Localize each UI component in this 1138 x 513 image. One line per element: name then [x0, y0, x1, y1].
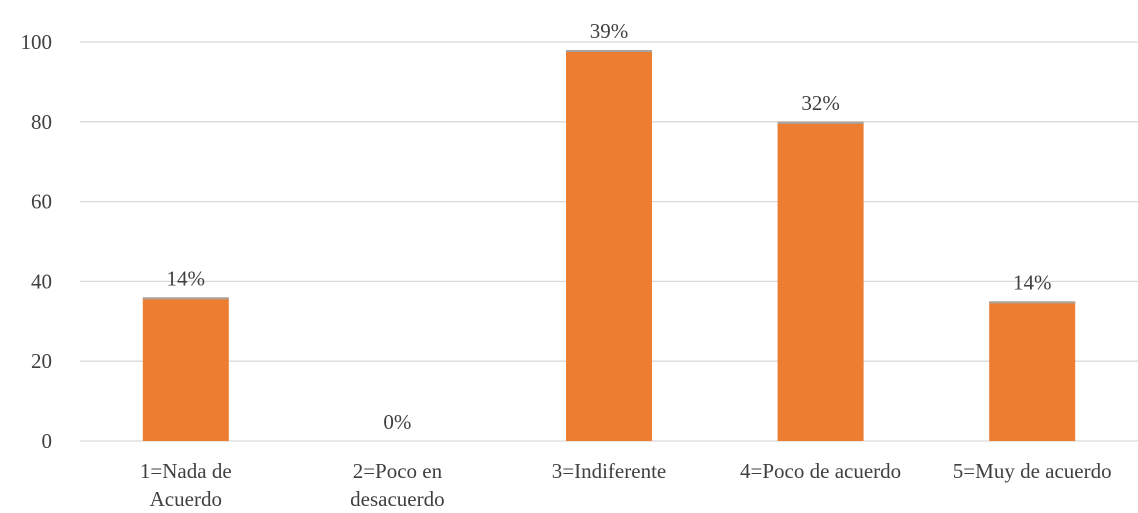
bar: [989, 301, 1076, 441]
bar-cap: [142, 297, 229, 300]
data-label: 32%: [801, 91, 840, 115]
data-labels: 14% 0% 39% 32% 14%: [167, 19, 1052, 434]
bars: [142, 49, 1076, 442]
bar-cap: [777, 121, 864, 124]
y-tick-label: 100: [21, 30, 53, 54]
category-labels: 1=Nada de Acuerdo 2=Poco en desacuerdo 3=Ind…: [140, 459, 1112, 511]
category-label: 1=Nada de Acuerdo: [140, 459, 232, 511]
bar-cap: [566, 49, 652, 52]
y-tick-label: 20: [31, 349, 52, 373]
bar-cap: [989, 301, 1076, 304]
category-label-line: 3=Indiferente: [552, 459, 666, 483]
category-label-line: 4=Poco de acuerdo: [740, 459, 901, 483]
data-label: 14%: [167, 266, 206, 290]
data-label: 0%: [383, 410, 411, 434]
data-label: 39%: [590, 19, 629, 43]
category-label: 2=Poco en desacuerdo: [350, 459, 444, 511]
category-label: 3=Indiferente: [552, 459, 666, 483]
bar: [777, 121, 864, 442]
category-label-line: desacuerdo: [350, 487, 444, 511]
y-tick-label: 60: [31, 190, 52, 214]
category-label: 4=Poco de acuerdo: [740, 459, 901, 483]
data-label: 14%: [1013, 270, 1052, 294]
category-label-line: 2=Poco en: [353, 459, 443, 483]
y-axis-ticks: 0 20 40 60 80 100: [21, 30, 53, 453]
y-tick-label: 80: [31, 110, 52, 134]
bar: [566, 49, 652, 441]
category-label-line: 5=Muy de acuerdo: [953, 459, 1112, 483]
category-label: 5=Muy de acuerdo: [953, 459, 1112, 483]
bar: [142, 297, 229, 441]
category-label-line: Acuerdo: [150, 487, 222, 511]
y-tick-label: 40: [31, 269, 52, 293]
y-tick-label: 0: [42, 429, 53, 453]
category-label-line: 1=Nada de: [140, 459, 232, 483]
